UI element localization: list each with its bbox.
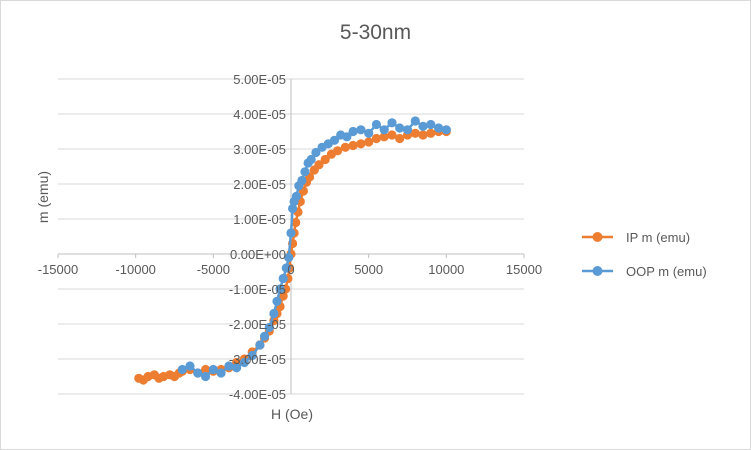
data-point — [340, 142, 350, 152]
data-point — [364, 137, 374, 147]
data-point — [434, 123, 444, 133]
legend-label: IP m (emu) — [626, 230, 690, 245]
data-point — [320, 154, 330, 165]
x-tick-label: -10000 — [115, 262, 155, 277]
x-tick-label: -5000 — [197, 262, 230, 277]
y-tick-label: 2.00E-05 — [233, 177, 286, 192]
data-point — [379, 125, 389, 135]
data-point — [291, 217, 301, 228]
data-point — [371, 119, 381, 130]
y-axis-title: m (emu) — [35, 171, 51, 223]
series-oop — [177, 116, 451, 382]
data-point — [395, 123, 405, 133]
data-point — [426, 128, 436, 138]
x-tick-label: 10000 — [428, 262, 464, 277]
legend: IP m (emu) OOP m (emu) — [582, 230, 707, 279]
chart-title: 5-30nm — [339, 21, 412, 44]
x-tick-label: 15000 — [506, 262, 542, 277]
data-point — [260, 331, 270, 341]
data-point — [297, 175, 307, 186]
data-point — [364, 128, 374, 138]
y-tick-label: 3.00E-05 — [233, 142, 286, 157]
data-point — [291, 191, 301, 201]
data-point — [288, 203, 298, 214]
y-tick-label: 5.00E-05 — [233, 72, 286, 87]
legend-item: OOP m (emu) — [582, 264, 707, 279]
data-point — [418, 121, 428, 131]
data-point — [224, 361, 234, 371]
data-point — [387, 118, 397, 128]
data-point — [410, 128, 420, 138]
legend-label: OOP m (emu) — [626, 264, 707, 279]
label-layer: 5.00E-05 4.00E-05 3.00E-05 2.00E-05 1.00E-05… — [38, 72, 542, 402]
data-point — [348, 126, 358, 137]
data-point — [426, 119, 436, 130]
data-point — [441, 125, 451, 135]
data-point — [306, 154, 316, 165]
data-point — [193, 368, 203, 378]
y-tick-label: -3.00E-05 — [229, 352, 286, 367]
data-point — [333, 146, 343, 156]
legend-item: IP m (emu) — [582, 230, 690, 245]
data-point — [314, 160, 324, 170]
data-point — [418, 130, 428, 140]
data-point — [284, 252, 294, 263]
data-point — [239, 357, 249, 368]
data-point — [329, 135, 340, 145]
data-point — [281, 263, 291, 273]
x-axis-title: H (Oe) — [271, 406, 313, 422]
data-point — [185, 361, 195, 371]
data-point — [201, 364, 211, 375]
data-point — [395, 133, 405, 144]
data-point — [348, 140, 358, 151]
y-tick-label: -4.00E-05 — [229, 387, 286, 402]
data-point — [216, 368, 226, 378]
y-tick-label: 0.00E+00 — [230, 247, 286, 262]
series-layer — [134, 116, 451, 385]
data-point — [387, 130, 397, 140]
data-point — [311, 147, 321, 158]
data-point — [272, 296, 282, 306]
data-point — [410, 116, 420, 126]
data-point — [275, 284, 285, 294]
data-point — [371, 133, 381, 144]
y-tick-label: -1.00E-05 — [229, 282, 286, 297]
data-point — [269, 308, 279, 319]
x-tick-label: -15000 — [38, 262, 78, 277]
data-point — [232, 363, 242, 373]
y-tick-label: 1.00E-05 — [233, 212, 286, 227]
data-point — [300, 167, 310, 177]
y-tick-label: -2.00E-05 — [229, 317, 286, 332]
data-point — [177, 364, 187, 375]
data-point — [379, 132, 389, 142]
legend-marker — [592, 266, 603, 276]
legend-marker — [592, 232, 603, 242]
data-point — [208, 364, 218, 375]
data-point — [255, 340, 265, 350]
data-point — [201, 371, 211, 382]
data-point — [247, 350, 257, 361]
x-tick-label: 0 — [287, 262, 294, 277]
data-point — [402, 125, 413, 135]
x-tick-label: 5000 — [354, 262, 383, 277]
data-point — [278, 273, 288, 284]
data-point — [342, 132, 352, 142]
data-point — [356, 139, 366, 149]
data-point — [286, 228, 296, 238]
data-point — [356, 125, 366, 135]
data-point — [264, 322, 274, 333]
data-point — [278, 291, 288, 301]
y-tick-label: 4.00E-05 — [233, 107, 286, 122]
